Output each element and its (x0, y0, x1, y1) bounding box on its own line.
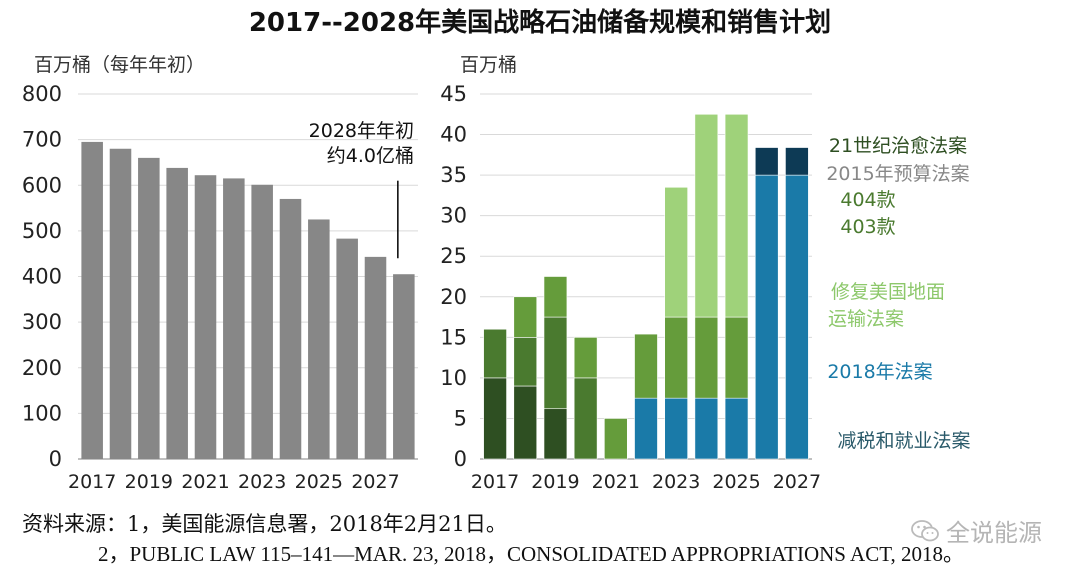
legend-label: 运输法案 (828, 308, 904, 330)
right-chart-x-tick-label: 2025 (712, 471, 760, 493)
legend-label: 减税和就业法案 (837, 430, 970, 452)
left-chart-x-tick-label: 2021 (181, 471, 229, 493)
right-chart-bar-segment (573, 337, 598, 379)
left-chart-bar (308, 219, 330, 459)
right-chart-y-tick-label: 0 (454, 447, 467, 471)
legend-label: 404款 (840, 189, 895, 211)
right-chart-y-tick-label: 45 (440, 82, 467, 106)
legend-label: 403款 (840, 216, 895, 238)
source-line-2: 2，PUBLIC LAW 115–141—MAR. 23, 2018，CONSO… (98, 542, 964, 566)
left-chart-y-tick-label: 600 (22, 173, 62, 197)
left-chart-y-tick-label: 500 (22, 219, 62, 243)
left-chart-bar (223, 178, 245, 459)
left-chart-x-tick-label: 2017 (68, 471, 116, 493)
right-chart-bar-segment (573, 377, 598, 460)
left-chart-x-tick-label: 2019 (125, 471, 173, 493)
right-chart-bar-segment (785, 174, 809, 460)
left-chart-y-tick-label: 800 (22, 82, 62, 106)
right-chart-bar-segment (724, 397, 749, 460)
right-chart-x-tick-label: 2017 (471, 471, 519, 493)
left-chart-x-tick-label: 2025 (295, 471, 343, 493)
right-chart-bar-segment (513, 337, 538, 387)
annotation-line-2: 约4.0亿桶 (327, 145, 414, 167)
right-chart-bar-segment (543, 316, 568, 410)
source-line-1: 资料来源：1，美国能源信息署，2018年2月21日。 (22, 512, 507, 536)
left-chart-bar (109, 148, 132, 459)
right-chart-bar-segment (483, 377, 507, 460)
left-chart-bar (393, 274, 415, 459)
left-chart-y-tick-label: 0 (49, 447, 62, 471)
right-chart-y-tick-label: 10 (440, 366, 467, 390)
right-chart-y-tick-label: 25 (440, 244, 467, 268)
right-chart-bar-segment (754, 174, 779, 460)
left-chart-bar (194, 175, 217, 459)
right-chart-y-tick-label: 20 (440, 285, 467, 309)
legend-label: 修复美国地面 (831, 281, 945, 303)
right-unit-label: 百万桶 (460, 54, 518, 76)
right-chart-bar-segment (754, 147, 779, 176)
left-chart-bar (251, 184, 273, 459)
left-chart-bar (138, 157, 160, 459)
right-chart-y-tick-label: 15 (440, 325, 467, 349)
left-chart-bar (279, 198, 302, 459)
right-chart-bar-segment (513, 385, 538, 460)
right-chart-y-tick-label: 35 (440, 163, 467, 187)
right-chart-x-tick-label: 2023 (652, 471, 700, 493)
left-chart-bar (166, 167, 188, 459)
right-chart-x-tick-label: 2027 (773, 471, 821, 493)
right-chart-bar-segment (724, 113, 749, 318)
watermark: 全说能源 (910, 513, 1042, 548)
left-unit-label: 百万桶（每年年初） (34, 54, 206, 76)
right-chart-y-tick-label: 5 (454, 406, 467, 430)
right-chart-bar-segment (694, 316, 719, 399)
legend-label: 2018年法案 (827, 361, 932, 383)
right-chart-y-tick-label: 30 (440, 204, 467, 228)
right-chart-bar-segment (604, 418, 628, 460)
left-chart-y-tick-label: 200 (22, 356, 62, 380)
right-chart-bar-segment (785, 147, 809, 176)
watermark-text: 全说能源 (946, 519, 1042, 547)
annotation-line-1: 2028年年初 (309, 120, 414, 142)
left-chart-y-tick-label: 300 (22, 310, 62, 334)
right-chart-x-tick-label: 2021 (592, 471, 640, 493)
right-chart-bar-segment (724, 316, 749, 399)
right-chart-bar-segment (513, 296, 538, 338)
legend-label: 21世纪治愈法案 (829, 135, 967, 157)
left-chart-bar (336, 238, 358, 459)
left-chart-x-tick-label: 2027 (351, 471, 399, 493)
left-chart-y-tick-label: 100 (22, 401, 62, 425)
right-chart-x-tick-label: 2019 (531, 471, 579, 493)
right-chart-y-tick-label: 40 (440, 123, 467, 147)
right-chart-bar-segment (543, 276, 568, 318)
right-chart-bar-segment (634, 333, 658, 399)
left-chart-y-tick-label: 400 (22, 265, 62, 289)
right-chart-bar-segment (694, 397, 719, 460)
wechat-icon (911, 519, 939, 541)
right-chart-bar-segment (664, 397, 688, 460)
right-chart-bar-segment (543, 408, 568, 460)
chart-title: 2017--2028年美国战略石油储备规模和销售计划 (248, 8, 832, 38)
right-chart-bar-segment (694, 113, 719, 318)
legend-label: 2015年预算法案 (826, 163, 969, 185)
left-chart-bar (81, 141, 103, 459)
left-chart-x-tick-label: 2023 (238, 471, 286, 493)
right-chart-bar-segment (664, 316, 688, 399)
left-chart-y-tick-label: 700 (22, 128, 62, 152)
left-chart-bar (364, 256, 387, 459)
right-chart-bar-segment (483, 328, 507, 379)
right-chart-bar-segment (634, 397, 658, 460)
right-chart-bar-segment (664, 186, 688, 318)
